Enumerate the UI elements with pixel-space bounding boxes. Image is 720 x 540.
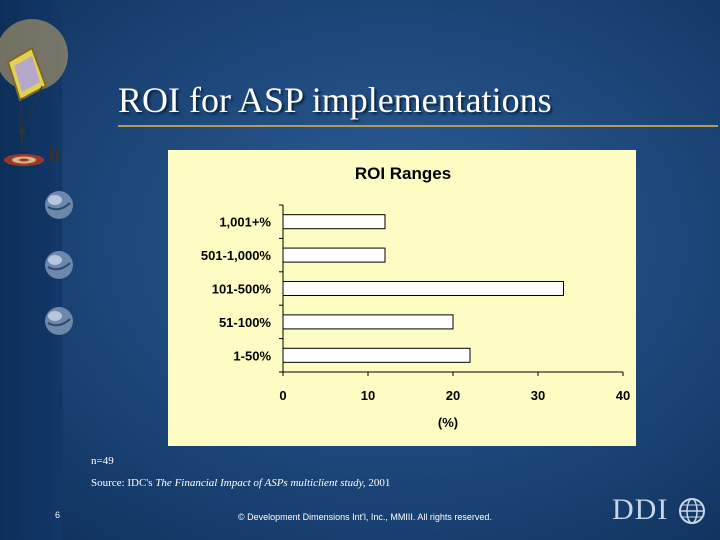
slide-title: ROI for ASP implementations xyxy=(118,80,552,120)
sample-size-note: n=49 xyxy=(91,455,114,467)
chart-title: ROI Ranges xyxy=(355,164,451,183)
y-tick-label: 1-50% xyxy=(233,348,271,363)
bar xyxy=(282,280,564,297)
source-title: The Financial Impact of ASPs multiclient… xyxy=(155,477,366,489)
roi-bar-chart: ROI Ranges 1,001+% 501-1,000% 101-500% 51-1… xyxy=(201,164,630,430)
x-tick-label: 20 xyxy=(446,388,460,403)
y-tick-label: 101-500% xyxy=(212,282,272,297)
source-year: 2001 xyxy=(365,477,391,489)
parachute-target-clipart xyxy=(0,19,68,166)
source-citation: Source: IDC's The Financial Impact of AS… xyxy=(91,477,390,489)
x-tick-label: 30 xyxy=(531,388,545,403)
bar xyxy=(282,247,386,263)
source-prefix: Source: IDC's xyxy=(91,477,156,489)
sphere-bullet-icon xyxy=(45,251,73,279)
sphere-bullet-icon xyxy=(45,191,73,219)
copyright-footer: © Development Dimensions Int'l, Inc., MM… xyxy=(238,512,492,522)
bar xyxy=(282,314,454,330)
page-number: 6 xyxy=(55,510,61,520)
globe-icon xyxy=(679,498,705,524)
x-axis-label: (%) xyxy=(438,415,458,430)
y-tick-label: 51-100% xyxy=(219,315,271,330)
title-underline xyxy=(118,125,718,127)
y-tick-label: 501-1,000% xyxy=(201,248,272,263)
sphere-bullet-icon xyxy=(45,307,73,335)
bar xyxy=(282,214,386,230)
x-tick-label: 0 xyxy=(279,388,286,403)
chart-panel: ROI Ranges 1,001+% 501-1,000% 101-500% 51-1… xyxy=(168,150,636,446)
y-tick-label: 1,001+% xyxy=(219,215,271,230)
x-tick-label: 40 xyxy=(616,388,630,403)
bar xyxy=(282,347,471,363)
ddi-logo: DDI xyxy=(612,492,712,528)
x-tick-label: 10 xyxy=(361,388,375,403)
logo-text: DDI xyxy=(612,493,669,526)
